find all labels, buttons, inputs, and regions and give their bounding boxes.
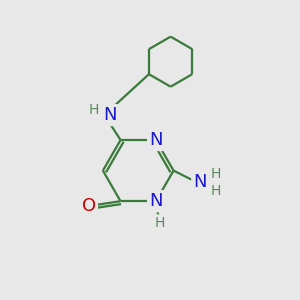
- Text: O: O: [82, 196, 96, 214]
- Text: H: H: [210, 184, 220, 198]
- Text: N: N: [193, 173, 207, 191]
- Text: H: H: [155, 216, 166, 230]
- Text: H: H: [89, 103, 99, 117]
- Text: H: H: [210, 167, 220, 182]
- Text: N: N: [149, 131, 163, 149]
- Text: N: N: [103, 106, 116, 124]
- Text: N: N: [149, 192, 163, 210]
